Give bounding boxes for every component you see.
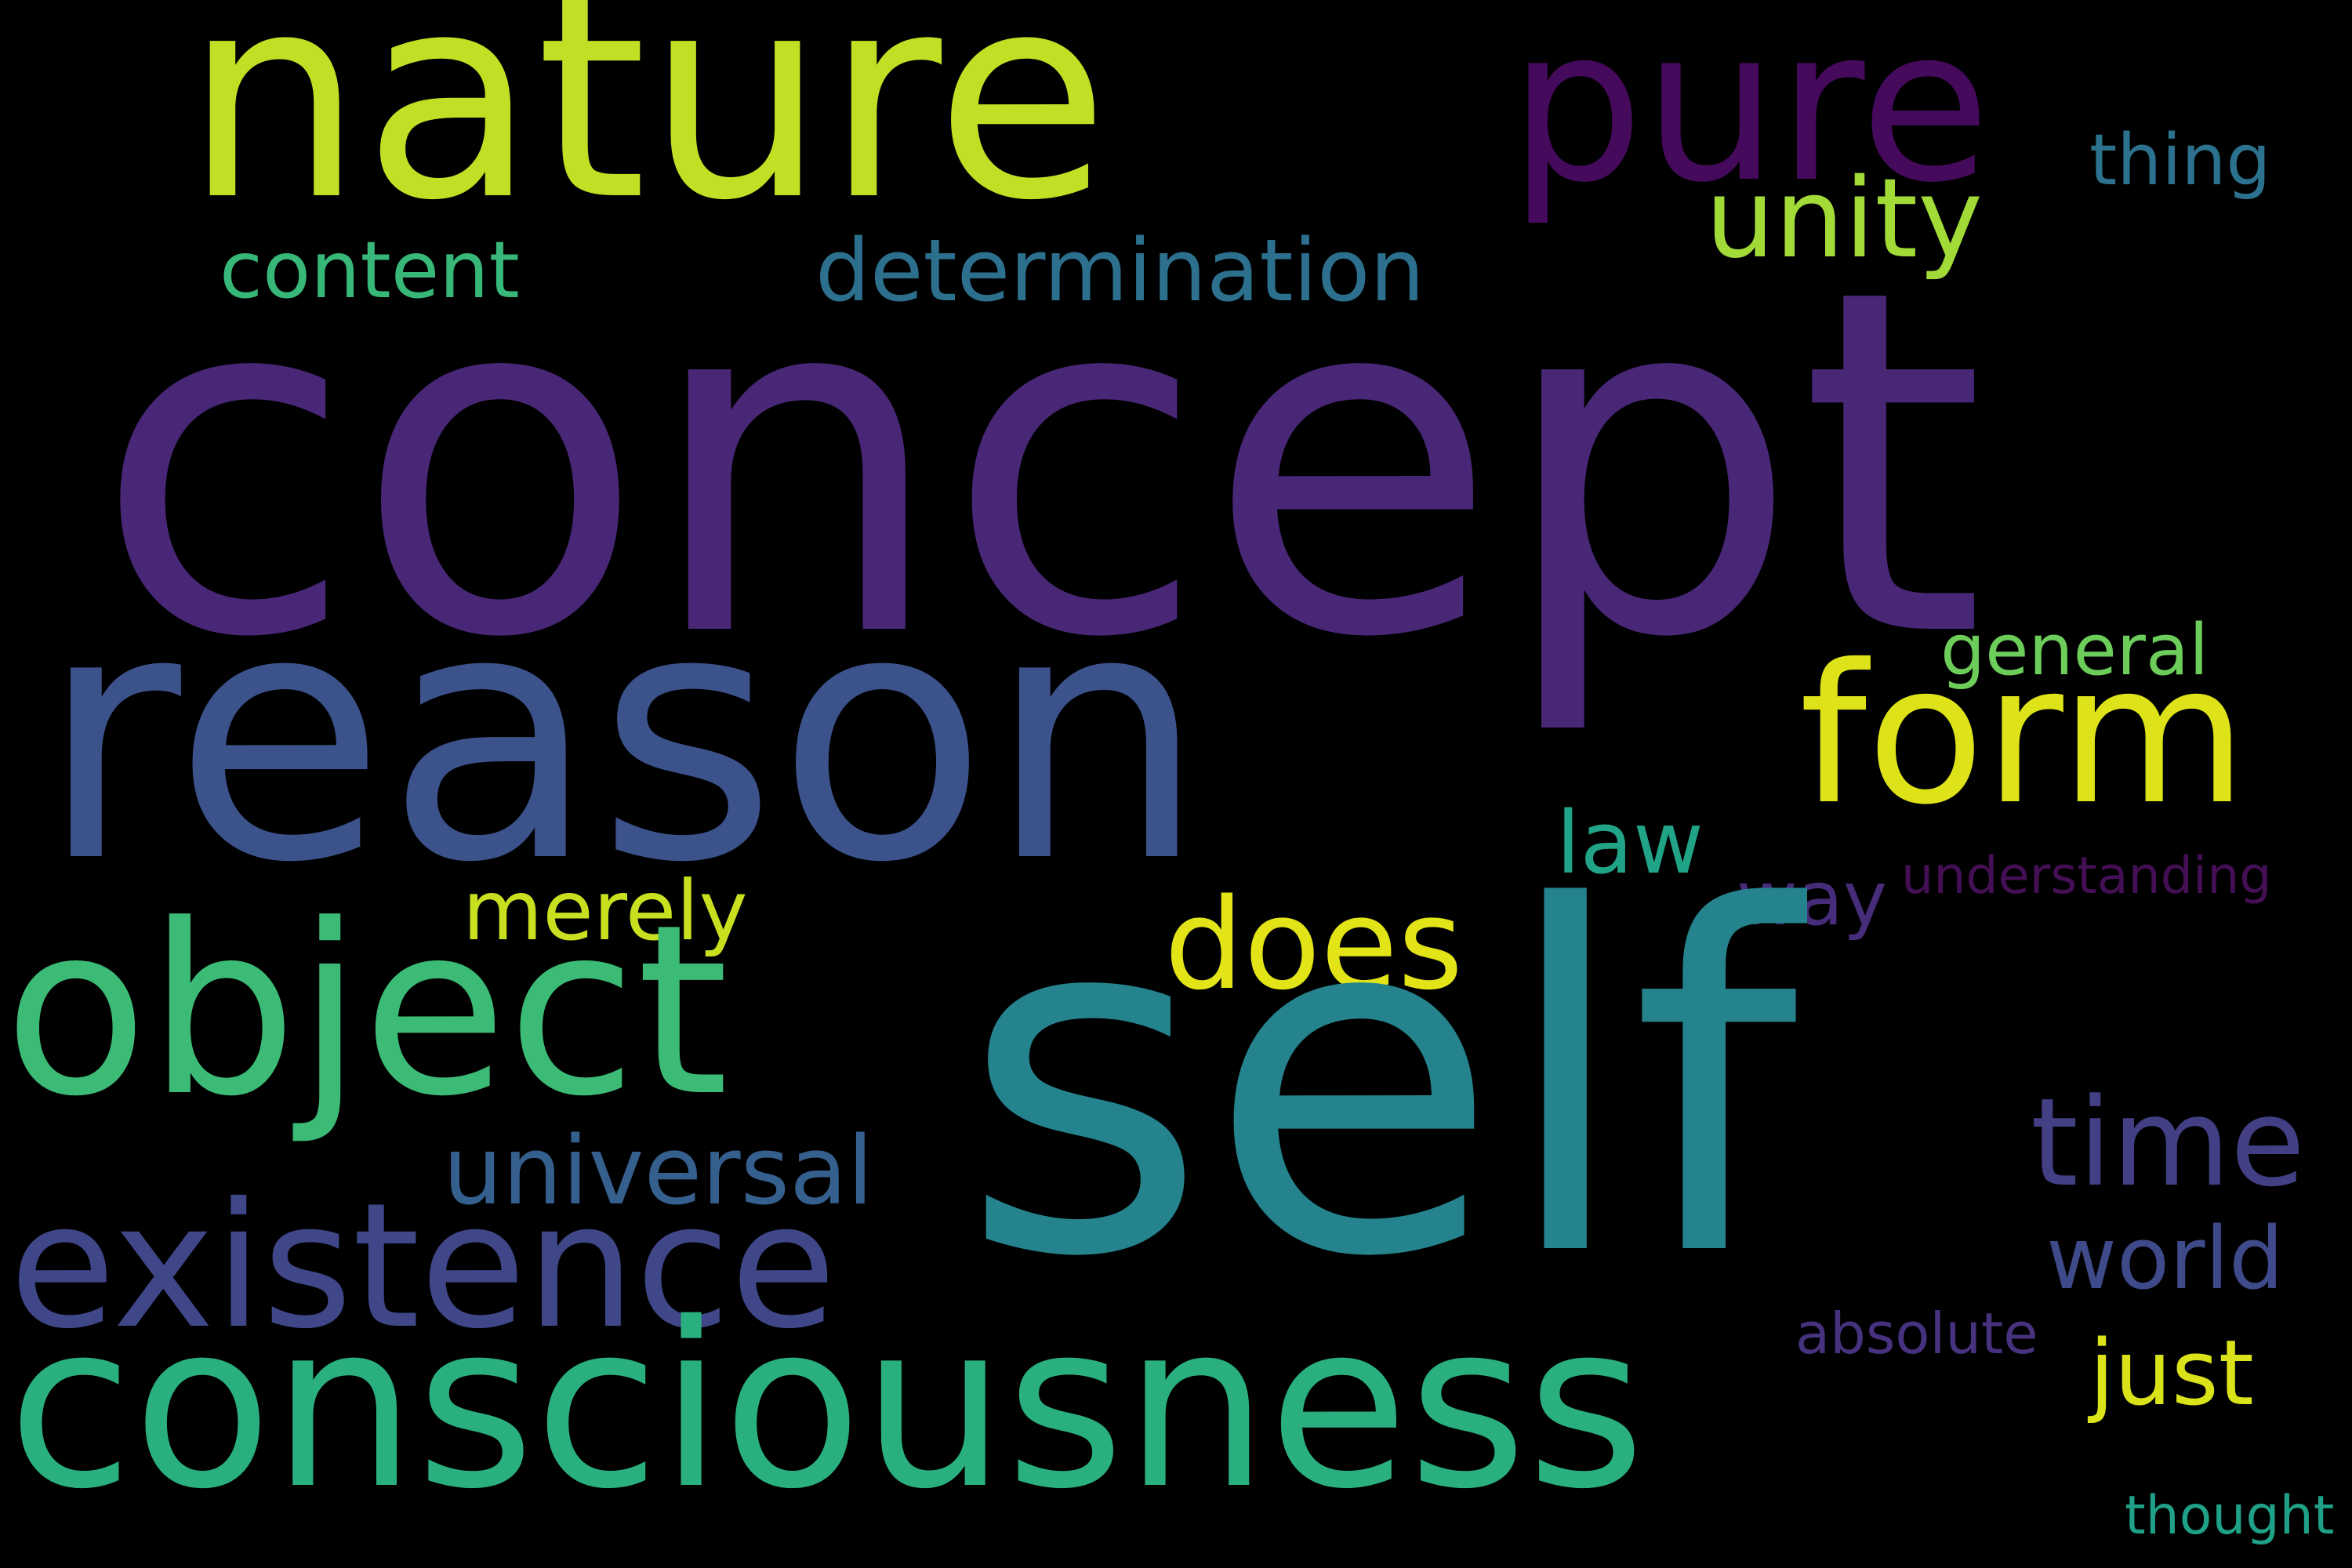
word-content: content	[220, 224, 520, 316]
word-merely: merely	[463, 863, 748, 959]
word-general: general	[1940, 609, 2209, 691]
word-thought: thought	[2125, 1485, 2335, 1547]
word-thing: thing	[2089, 119, 2271, 201]
word-self: self	[960, 808, 1798, 1360]
word-object: object	[4, 874, 729, 1148]
word-reason: reason	[39, 536, 1207, 938]
word-form: form	[1799, 623, 2248, 847]
word-determination: determination	[815, 220, 1425, 321]
word-way: way	[1737, 856, 1888, 942]
word-just: just	[2089, 1321, 2254, 1426]
word-nature: nature	[184, 0, 1109, 262]
word-understanding: understanding	[1901, 847, 2272, 906]
word-existence: existence	[9, 1166, 837, 1367]
word-does: does	[1164, 871, 1464, 1018]
word-pure: pure	[1509, 0, 1991, 229]
word-time: time	[2031, 1072, 2306, 1214]
word-consciousness: consciousness	[8, 1275, 1646, 1539]
word-absolute: absolute	[1795, 1301, 2038, 1367]
word-concept: concept	[94, 188, 1986, 741]
word-law: law	[1556, 793, 1704, 893]
word-unity: unity	[1705, 155, 1984, 283]
word-universal: universal	[443, 1117, 874, 1226]
word-world: world	[2046, 1208, 2284, 1308]
